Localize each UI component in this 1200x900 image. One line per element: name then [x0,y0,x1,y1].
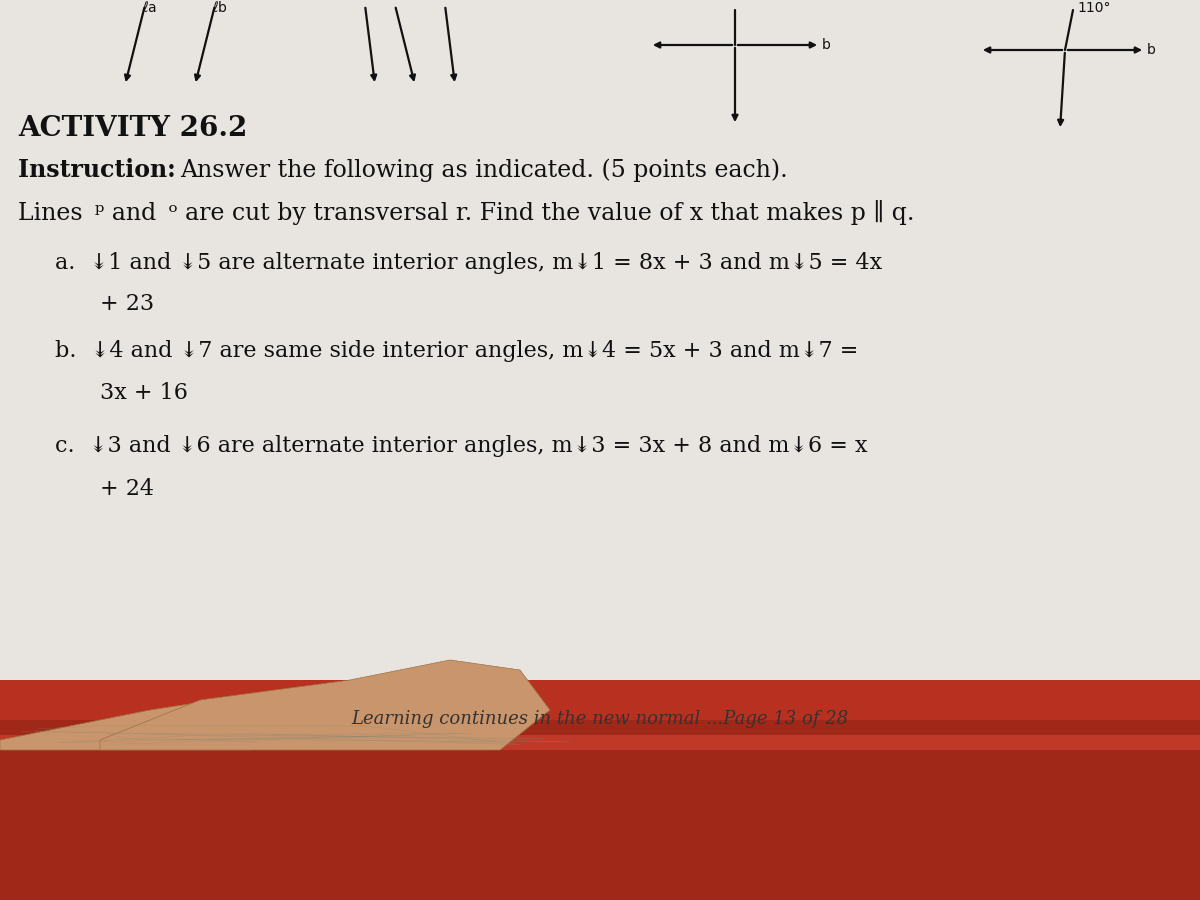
Text: + 23: + 23 [100,293,154,315]
Bar [0,720,1200,900]
Text: $\ell$b: $\ell$b [212,0,228,15]
Polygon shape [100,660,550,750]
Text: 3x + 16: 3x + 16 [100,382,188,404]
Text: c.  ↡3 and ↡6 are alternate interior angles, m↡3 = 3x + 8 and m↡6 = x: c. ↡3 and ↡6 are alternate interior angl… [55,435,868,457]
Text: b: b [1147,43,1156,57]
Bar [0,680,1200,900]
Text: 110°: 110° [1078,1,1110,15]
Polygon shape [0,680,400,750]
Text: + 24: + 24 [100,478,154,500]
Text: b: b [822,38,830,52]
Text: $\ell$a: $\ell$a [142,0,157,15]
Text: a.  ↡1 and ↡5 are alternate interior angles, m↡1 = 8x + 3 and m↡5 = 4x: a. ↡1 and ↡5 are alternate interior angl… [55,252,882,274]
Bar [0,0,1200,750]
Text: b.  ↡4 and ↡7 are same side interior angles, m↡4 = 5x + 3 and m↡7 =: b. ↡4 and ↡7 are same side interior angl… [55,340,858,362]
Text: Answer the following as indicated. (5 points each).: Answer the following as indicated. (5 po… [180,158,787,182]
Bar [0,735,1200,750]
Text: Learning continues in the new normal ...Page 13 of 28: Learning continues in the new normal ...… [352,710,848,728]
Text: Lines  ᵖ and  ᵒ are cut by transversal r. Find the value of x that makes p ∥ q.: Lines ᵖ and ᵒ are cut by transversal r. … [18,200,914,225]
Text: Instruction:: Instruction: [18,158,184,182]
Text: ACTIVITY 26.2: ACTIVITY 26.2 [18,115,247,142]
